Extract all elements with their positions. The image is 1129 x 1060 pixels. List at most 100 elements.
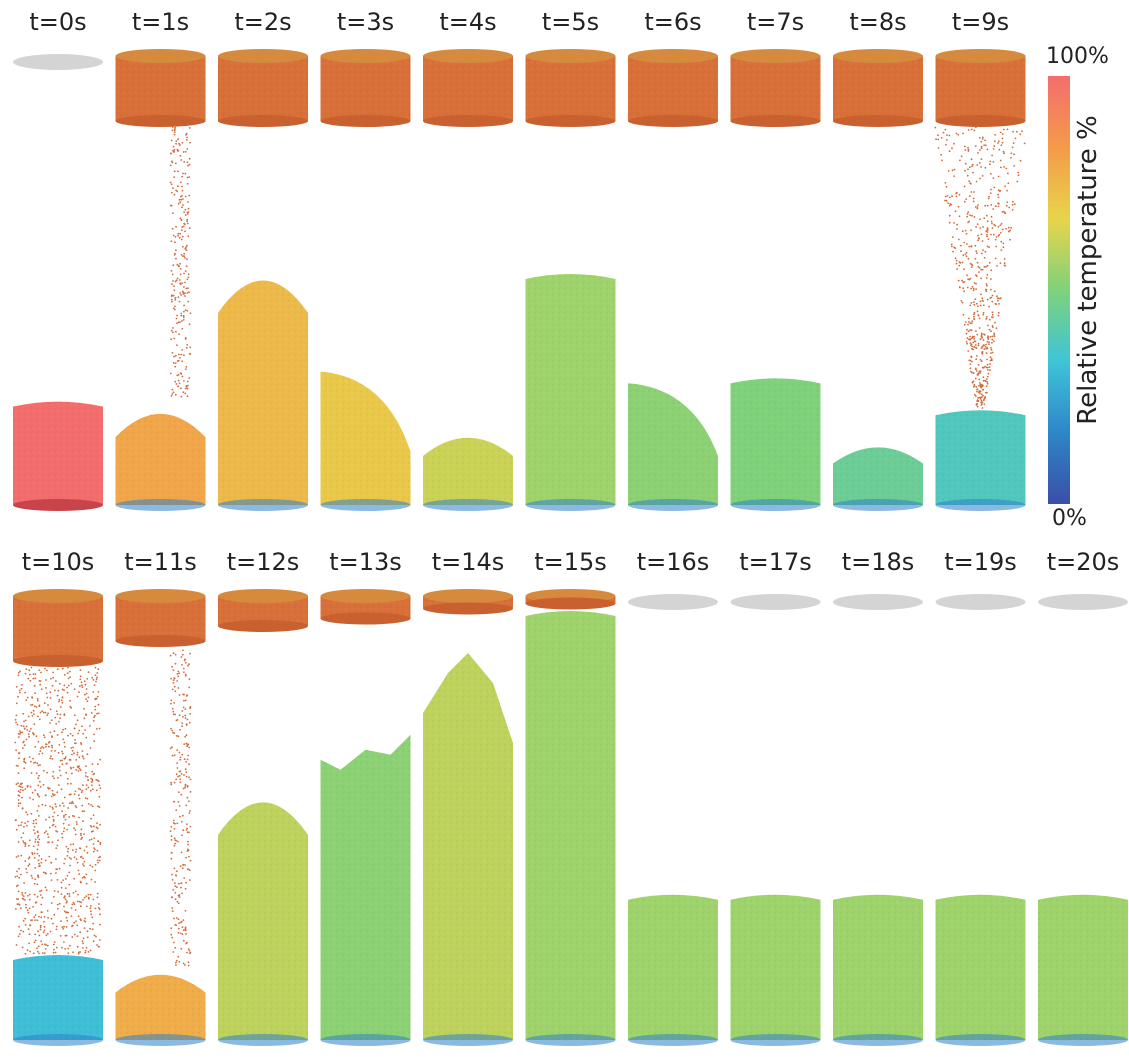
particle [73,933,76,936]
particle [58,902,61,905]
particle [971,345,974,348]
particle [24,788,27,790]
particle [51,793,54,795]
particle [185,829,188,831]
particle [19,670,21,673]
particle [53,913,56,916]
particle [986,245,989,248]
particle [37,784,40,787]
particle [50,795,53,798]
particle [998,234,1001,236]
particle [962,313,965,316]
particle [959,261,962,264]
particle [984,139,986,142]
particle [42,783,45,786]
particle [30,874,33,877]
particle [96,695,99,698]
particle [1005,167,1008,170]
particle [172,331,174,334]
particle [188,869,191,872]
particle [87,696,90,699]
particle [91,928,94,930]
particle [71,800,74,803]
particle [173,781,176,784]
particle [176,673,179,675]
particle [37,876,40,879]
particle [65,926,68,928]
particle [23,744,26,747]
particle [991,338,994,341]
particle [1007,226,1010,229]
pile-base [115,1034,206,1046]
particle [985,230,988,233]
particle [186,758,189,761]
particle [1001,141,1004,144]
particle [179,201,182,204]
particle [975,250,978,253]
particle [991,227,994,229]
particle [997,189,1000,192]
time-label: t=16s [637,548,710,576]
particle [980,277,982,280]
particle [48,826,51,829]
particle [24,719,27,722]
particle [186,827,189,830]
particle [990,278,992,280]
particle [940,153,942,156]
particle [84,949,87,952]
particle [63,689,65,691]
particle [1000,166,1002,169]
pile-texture [935,410,1026,505]
particle [965,251,968,254]
particle [978,162,981,164]
particle [15,686,18,688]
particle [984,391,987,394]
particle [71,936,74,938]
particle [97,907,100,909]
particle [178,300,181,303]
particle [174,252,176,255]
particle [34,933,37,936]
particle [77,732,80,735]
particle [66,875,69,877]
particle [98,806,101,808]
particle [93,934,96,937]
particle [66,778,69,780]
particle [79,675,82,678]
particle [937,147,940,149]
particle [34,789,37,792]
particle [71,903,74,906]
particle [64,757,67,760]
upper-hopper-top [115,49,206,63]
particle [18,904,21,906]
particle [28,907,31,909]
particle [1001,133,1004,135]
particle [967,221,969,224]
particle [97,840,99,842]
particle [184,150,187,153]
pile-texture [218,280,308,505]
particle [35,772,38,775]
particle [93,847,95,849]
particle [179,758,182,761]
particle [93,684,96,686]
particle [188,776,191,779]
particle [70,858,72,860]
particle [1006,128,1009,131]
particle [86,930,89,933]
particle [181,206,184,209]
particle [967,257,970,260]
particle [15,702,18,705]
particle [17,805,20,807]
particle [72,849,74,852]
particle [22,747,24,749]
upper-hopper-texture [730,56,821,121]
particle [89,725,91,727]
particle [952,250,954,253]
particle [179,781,182,784]
particle [964,229,967,232]
particle [971,163,974,166]
particle [180,312,183,315]
particle [17,855,20,857]
particle [65,845,68,848]
